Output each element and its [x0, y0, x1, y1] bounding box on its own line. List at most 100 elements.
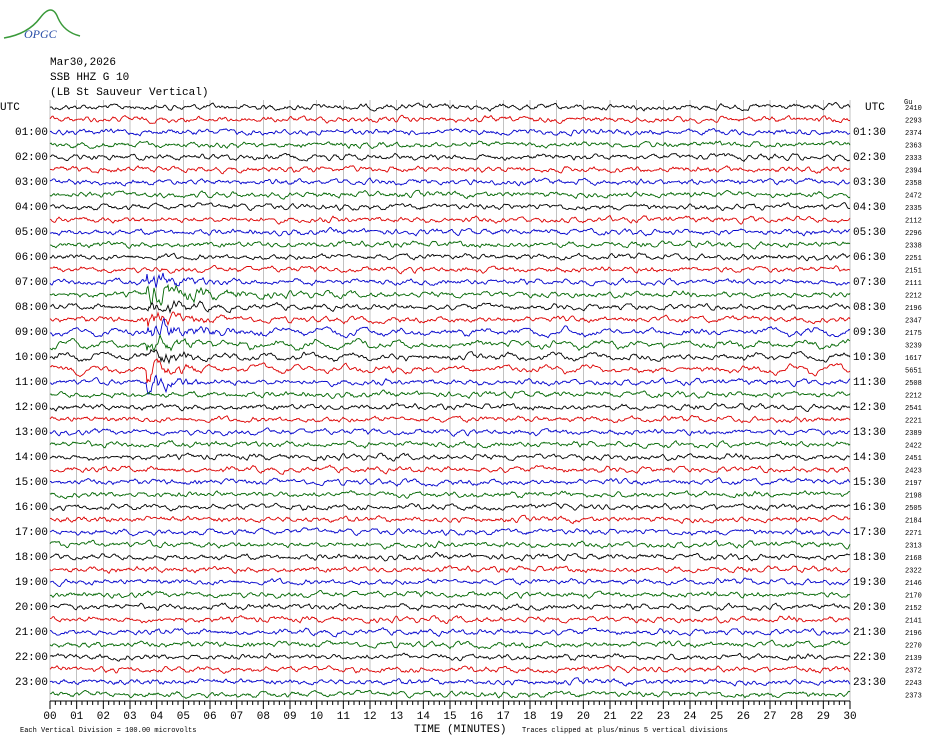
- hour-label: 06:00: [15, 252, 48, 264]
- trace: [49, 214, 851, 225]
- trace: [49, 689, 851, 699]
- gain-label: 2338: [905, 242, 922, 250]
- hour-label: 18:00: [15, 552, 48, 564]
- right-axis-title: UTC: [865, 102, 885, 114]
- trace: [49, 299, 851, 314]
- half-hour-label: 10:30: [853, 352, 886, 364]
- gain-label: 2170: [905, 592, 922, 600]
- trace: [49, 589, 851, 600]
- x-tick-label: 08: [257, 711, 270, 723]
- gain-title: Gu: [904, 99, 912, 107]
- hour-label: 15:00: [15, 477, 48, 489]
- half-hour-label: 05:30: [853, 227, 886, 239]
- logo: OPGC: [24, 27, 58, 41]
- x-tick-label: 05: [177, 711, 190, 723]
- gain-label: 2394: [905, 167, 922, 175]
- trace: [49, 348, 851, 365]
- gain-label: 2389: [905, 430, 922, 438]
- trace: [49, 514, 851, 525]
- gain-label: 2347: [905, 317, 922, 325]
- station: SSB HHZ G 10: [50, 72, 129, 84]
- half-hour-label: 07:30: [853, 277, 886, 289]
- x-tick-label: 21: [603, 711, 617, 723]
- gain-label: 2196: [905, 305, 922, 313]
- trace: [49, 272, 851, 288]
- x-tick-label: 06: [203, 711, 216, 723]
- trace: [49, 452, 851, 462]
- x-tick-label: 25: [710, 711, 723, 723]
- x-tick-label: 29: [817, 711, 830, 723]
- trace: [49, 389, 851, 400]
- hour-label: 01:00: [15, 127, 48, 139]
- x-tick-label: 28: [790, 711, 803, 723]
- trace: [49, 414, 851, 424]
- trace: [49, 252, 851, 262]
- gain-label: 2271: [905, 530, 922, 538]
- trace: [49, 439, 851, 449]
- gain-label: 2146: [905, 580, 922, 588]
- trace: [49, 626, 851, 638]
- gain-label: 2322: [905, 567, 922, 575]
- logo-curve: [3, 9, 81, 39]
- half-hour-label: 12:30: [853, 402, 886, 414]
- x-axis-title: TIME (MINUTES): [414, 724, 506, 736]
- x-tick-label: 00: [43, 711, 56, 723]
- x-tick-label: 20: [577, 711, 590, 723]
- gain-label: 2112: [905, 217, 922, 225]
- trace: [49, 539, 851, 550]
- hour-label: 13:00: [15, 427, 48, 439]
- hour-label: 12:00: [15, 402, 48, 414]
- gain-label: 2221: [905, 417, 922, 425]
- gain-label: 2198: [905, 492, 922, 500]
- gain-label: 2212: [905, 392, 922, 400]
- half-hour-label: 06:30: [853, 252, 886, 264]
- gain-label: 2251: [905, 255, 922, 263]
- trace: [49, 140, 851, 150]
- half-hour-label: 17:30: [853, 527, 886, 539]
- trace: [49, 358, 851, 383]
- hour-label: 05:00: [15, 227, 48, 239]
- trace: [49, 114, 851, 125]
- trace: [49, 502, 851, 512]
- half-hour-label: 09:30: [853, 327, 886, 339]
- x-tick-label: 17: [497, 711, 510, 723]
- trace: [49, 402, 851, 413]
- trace: [49, 189, 851, 200]
- trace: [49, 227, 851, 237]
- x-tick-label: 13: [390, 711, 403, 723]
- location: (LB St Sauveur Vertical): [50, 87, 208, 99]
- gain-label: 2472: [905, 192, 922, 200]
- gain-label: 2196: [905, 630, 922, 638]
- hour-label: 14:00: [15, 452, 48, 464]
- trace: [49, 317, 851, 339]
- gain-label: 2410: [905, 105, 922, 113]
- hour-label: 11:00: [15, 377, 48, 389]
- x-tick-label: 12: [363, 711, 376, 723]
- hour-label: 02:00: [15, 152, 48, 164]
- gain-label: 2243: [905, 680, 922, 688]
- hour-label: 09:00: [15, 327, 48, 339]
- trace: [49, 464, 851, 475]
- x-tick-label: 10: [310, 711, 323, 723]
- hour-label: 10:00: [15, 352, 48, 364]
- hour-label: 21:00: [15, 627, 48, 639]
- half-hour-label: 23:30: [853, 677, 886, 689]
- half-hour-label: 21:30: [853, 627, 886, 639]
- half-hour-label: 11:30: [853, 377, 886, 389]
- hour-label: 19:00: [15, 577, 48, 589]
- x-tick-label: 23: [657, 711, 670, 723]
- trace: [49, 615, 851, 624]
- gain-label: 2212: [905, 292, 922, 300]
- trace: [49, 652, 851, 662]
- trace: [49, 477, 851, 487]
- x-tick-label: 27: [763, 711, 776, 723]
- trace: [49, 177, 851, 187]
- x-tick-label: 11: [337, 711, 351, 723]
- trace: [49, 264, 851, 275]
- gain-label: 2197: [905, 480, 922, 488]
- half-hour-label: 02:30: [853, 152, 886, 164]
- half-hour-label: 16:30: [853, 502, 886, 514]
- date: Mar30,2026: [50, 57, 116, 69]
- half-hour-label: 20:30: [853, 602, 886, 614]
